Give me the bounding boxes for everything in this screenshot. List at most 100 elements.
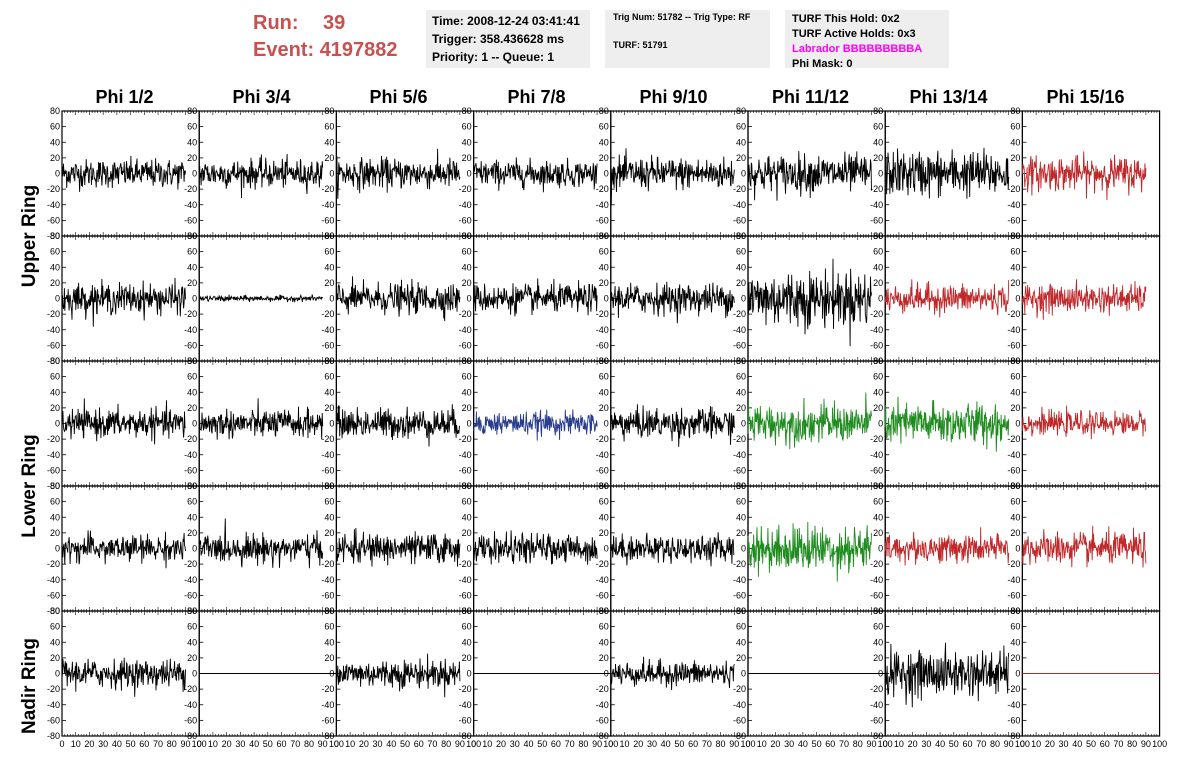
y-tick-label: -40	[733, 700, 746, 710]
waveform-trace	[335, 148, 461, 199]
y-tick-label: 40	[324, 387, 334, 397]
y-tick-label: -40	[47, 700, 60, 710]
y-tick-label: 60	[187, 497, 197, 507]
y-tick-label: -40	[184, 325, 197, 335]
x-tick-label: 40	[249, 739, 259, 749]
y-tick-label: -40	[321, 700, 334, 710]
x-tick-label: 90	[180, 739, 190, 749]
y-tick-label: -20	[596, 684, 609, 694]
x-tick-label: 70	[839, 739, 849, 749]
cell-frame	[198, 235, 337, 362]
priority-text: Priority: 1 -- Queue: 1	[432, 50, 555, 64]
y-tick-label: 0	[604, 544, 609, 554]
y-tick-label: 60	[187, 247, 197, 257]
y-tick-label: -80	[47, 731, 60, 741]
waveform-trace	[61, 398, 186, 445]
y-tick-label: 20	[873, 278, 883, 288]
y-tick-label: 80	[187, 356, 197, 366]
y-tick-label: -60	[733, 590, 746, 600]
x-tick-label: 20	[222, 739, 232, 749]
y-tick-label: -60	[733, 465, 746, 475]
y-tick-label: -20	[47, 309, 60, 319]
x-tick-label: 70	[976, 739, 986, 749]
trigger-text: Trigger: 358.436628 ms	[432, 32, 565, 46]
x-tick-label: 10	[894, 739, 904, 749]
y-tick-label: 0	[329, 294, 334, 304]
waveform-trace	[473, 278, 598, 317]
y-tick-label: -20	[47, 434, 60, 444]
y-tick-label: 0	[1015, 419, 1020, 429]
run-event-info: Run: 39 Event: 4197882	[253, 10, 398, 64]
waveform-trace	[747, 258, 872, 347]
y-tick-label: -20	[184, 309, 197, 319]
y-tick-label: -60	[321, 465, 334, 475]
y-tick-label: 60	[736, 122, 746, 132]
y-tick-label: -60	[459, 590, 472, 600]
y-tick-label: 0	[1015, 544, 1020, 554]
y-tick-label: -40	[47, 325, 60, 335]
y-tick-label: 80	[462, 481, 472, 491]
column-header-phi-13-14: Phi 13/14	[909, 87, 988, 107]
y-tick-label: 40	[187, 387, 197, 397]
y-tick-label: 60	[462, 497, 472, 507]
y-tick-label: 20	[736, 528, 746, 538]
y-tick-label: -20	[596, 309, 609, 319]
waveform-trace	[747, 521, 872, 582]
y-tick-label: -60	[870, 715, 883, 725]
y-tick-label: 40	[873, 387, 883, 397]
y-tick-label: 80	[599, 106, 609, 116]
y-tick-label: 80	[462, 356, 472, 366]
y-tick-label: -40	[459, 200, 472, 210]
x-tick-label: 0	[59, 739, 64, 749]
y-tick-label: 20	[187, 278, 197, 288]
y-tick-label: -40	[1007, 575, 1020, 585]
y-tick-label: 0	[741, 294, 746, 304]
x-tick-label: 50	[674, 739, 684, 749]
x-tick-label: 60	[414, 739, 424, 749]
y-tick-label: 60	[324, 622, 334, 632]
waveform-trace	[61, 277, 186, 327]
y-tick-label: 20	[187, 528, 197, 538]
x-tick-label: 80	[716, 739, 726, 749]
y-tick-label: 60	[324, 247, 334, 257]
y-tick-label: 0	[1015, 669, 1020, 679]
y-tick-label: -20	[459, 684, 472, 694]
x-tick-label: 0	[608, 739, 613, 749]
y-tick-label: 0	[1015, 294, 1020, 304]
y-tick-label: -20	[184, 184, 197, 194]
phi-mask-text: Phi Mask: 0	[792, 58, 853, 70]
y-tick-label: 20	[462, 528, 472, 538]
run-label: Run:	[253, 12, 299, 34]
y-tick-label: -40	[47, 450, 60, 460]
time-trigger-panel: Time: 2008-12-24 03:41:41 Trigger: 358.4…	[426, 10, 590, 68]
column-header-phi-15-16: Phi 15/16	[1046, 87, 1125, 107]
y-tick-label: -40	[596, 575, 609, 585]
y-tick-label: 80	[50, 481, 60, 491]
y-tick-label: 80	[462, 106, 472, 116]
y-tick-label: 0	[55, 669, 60, 679]
y-tick-label: 80	[599, 356, 609, 366]
y-tick-label: -40	[321, 575, 334, 585]
y-tick-label: 0	[467, 669, 472, 679]
y-tick-label: 20	[462, 278, 472, 288]
y-tick-label: 60	[599, 622, 609, 632]
y-tick-label: -60	[733, 215, 746, 225]
y-tick-label: -20	[1007, 684, 1020, 694]
y-tick-label: 0	[878, 669, 883, 679]
y-tick-label: -20	[596, 184, 609, 194]
x-tick-label: 10	[482, 739, 492, 749]
y-tick-label: -40	[184, 575, 197, 585]
x-tick-label: 40	[935, 739, 945, 749]
y-tick-label: 80	[462, 231, 472, 241]
y-tick-label: 80	[1010, 231, 1020, 241]
waveform-trace	[198, 398, 324, 440]
y-tick-label: -40	[733, 325, 746, 335]
y-tick-label: 60	[599, 247, 609, 257]
y-tick-label: -60	[184, 590, 197, 600]
